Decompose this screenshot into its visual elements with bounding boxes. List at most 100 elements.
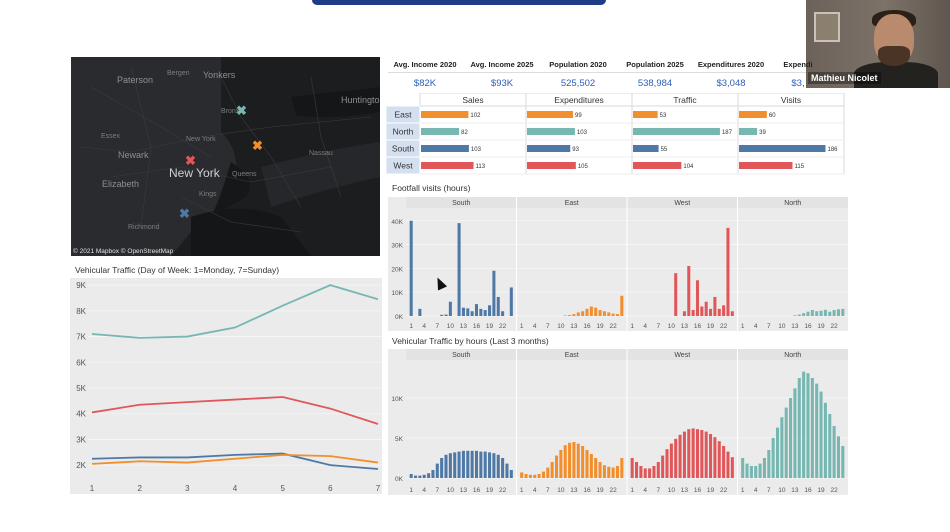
line-series-east	[91, 453, 379, 465]
bar-east-hour-9	[554, 455, 559, 478]
x-tick-label: 10	[557, 323, 565, 330]
region-metric-value: 60	[769, 113, 776, 119]
vehicular-dow-chart[interactable]: 9K 8K 7K 6K 5K 4K 3K 2K 1 2 3 4 5 6 7	[70, 278, 382, 494]
bar-south-hour-15	[470, 311, 474, 316]
map-marker-north[interactable]: ✖	[252, 138, 263, 153]
panel-header	[627, 197, 738, 208]
map-label-huntington: Huntington	[341, 95, 380, 105]
bar-west-hour-17	[700, 430, 704, 478]
x-tick-label: 7	[546, 487, 550, 494]
bar-north-hour-5	[758, 463, 762, 478]
bar-west-hour-10	[669, 443, 673, 478]
region-metric-value: 53	[660, 113, 667, 119]
map-marker-west[interactable]: ✖	[185, 153, 196, 168]
metric-header: Traffic	[673, 95, 697, 105]
bar-west-hour-23	[726, 227, 730, 316]
bar-west-hour-24	[730, 311, 734, 316]
bar-north-hour-24	[841, 446, 845, 478]
kpi-value: $93K	[490, 78, 514, 89]
panel-title: West	[674, 200, 690, 207]
y-tick-label: 3K	[76, 435, 86, 444]
bar-south-hour-12	[457, 223, 461, 316]
x-tick-label: 10	[668, 487, 676, 494]
y-tick-label: 0K	[395, 314, 404, 321]
x-tick-label: 4	[754, 487, 758, 494]
bar-north-hour-17	[810, 310, 814, 316]
bar-north-hour-21	[828, 311, 832, 316]
y-tick-label: 5K	[395, 436, 404, 443]
bar-south-hour-10	[448, 453, 452, 478]
bar-south-hour-9	[444, 314, 448, 316]
map-marker-east[interactable]: ✖	[236, 103, 247, 118]
bar-west-hour-12	[678, 434, 682, 478]
bar-north-hour-22	[832, 426, 836, 478]
bar-north-hour-20	[823, 402, 827, 478]
chart-background	[70, 278, 382, 494]
vehicular-hours-chart[interactable]: 10K 5K 0K South 1 4 7 10 13 16 19 22 East 1 4 7 10 13 16 19…	[388, 349, 848, 495]
x-tick-label: 13	[681, 487, 689, 494]
bar-east-hour-5	[537, 474, 541, 478]
x-tick-label: 13	[570, 487, 578, 494]
participant-video: Mathieu Nicolet	[806, 0, 950, 88]
line-series-north	[91, 284, 379, 339]
region-metric-value: 105	[578, 164, 589, 170]
bar-north-hour-9	[775, 427, 780, 478]
person-beard	[878, 46, 910, 66]
bar-north-hour-2	[745, 463, 749, 478]
x-tick-label: 2	[137, 484, 142, 493]
bar-north-hour-18	[815, 311, 819, 316]
x-tick-label: 19	[817, 323, 825, 330]
bar-east-hour-19	[598, 462, 602, 478]
bar-east-hour-13	[572, 314, 576, 316]
x-tick-label: 19	[596, 323, 604, 330]
bar-north-hour-14	[797, 314, 801, 316]
x-tick-label: 19	[707, 487, 715, 494]
bar-east-hour-24	[620, 458, 624, 478]
bar-west-hour-8	[661, 455, 665, 478]
map-label-richmond: Richmond	[128, 224, 160, 231]
bar-north-hour-6	[762, 458, 766, 478]
bar-south-hour-13	[461, 307, 465, 316]
bar-east-hour-11	[563, 445, 567, 478]
bar-north-hour-13	[793, 315, 797, 316]
bar-east-hour-3	[528, 474, 532, 478]
bar-south-hour-3	[418, 308, 422, 316]
bar-south-hour-16	[474, 450, 479, 478]
map-label-nassau: Nassau	[309, 150, 333, 157]
x-tick-label: 13	[791, 323, 799, 330]
bar-south-hour-8	[440, 458, 444, 478]
line-series-south	[91, 452, 379, 470]
line-series-west	[91, 396, 379, 425]
x-tick-label: 1	[630, 323, 634, 330]
map-attribution: © 2021 Mapbox © OpenStreetMap	[73, 248, 174, 255]
bar-east-hour-16	[585, 450, 589, 478]
bar-north-hour-15	[802, 313, 806, 316]
metric-header: Expenditures	[554, 95, 604, 105]
person-torso	[854, 62, 938, 88]
bar-west-hour-22	[722, 446, 726, 478]
x-tick-label: 7	[767, 323, 771, 330]
x-tick-label: 16	[583, 323, 591, 330]
bar-north-hour-18	[815, 383, 819, 478]
bar-west-hour-15	[691, 428, 695, 478]
kpi-label: Expenditures 2020	[697, 60, 765, 69]
x-tick-label: 10	[778, 487, 786, 494]
region-metric-value: 186	[827, 147, 838, 153]
x-tick-label: 16	[473, 323, 481, 330]
store-map[interactable]: Paterson Bergen Yonkers Huntington Essex…	[71, 57, 380, 256]
metric-header: Sales	[462, 95, 483, 105]
region-metric-bar	[527, 128, 575, 135]
x-tick-label: 4	[233, 484, 238, 493]
x-tick-label: 13	[681, 323, 689, 330]
x-tick-label: 22	[720, 323, 728, 330]
region-metric-value: 103	[471, 147, 482, 153]
bar-west-hour-18	[704, 431, 708, 478]
x-tick-label: 22	[830, 323, 838, 330]
map-marker-south[interactable]: ✖	[179, 206, 190, 221]
x-tick-label: 7	[435, 487, 439, 494]
map-label-queens: Queens	[232, 171, 257, 178]
bar-east-hour-20	[602, 311, 606, 316]
y-tick-label: 20K	[391, 266, 403, 273]
region-metric-value: 113	[476, 164, 486, 170]
